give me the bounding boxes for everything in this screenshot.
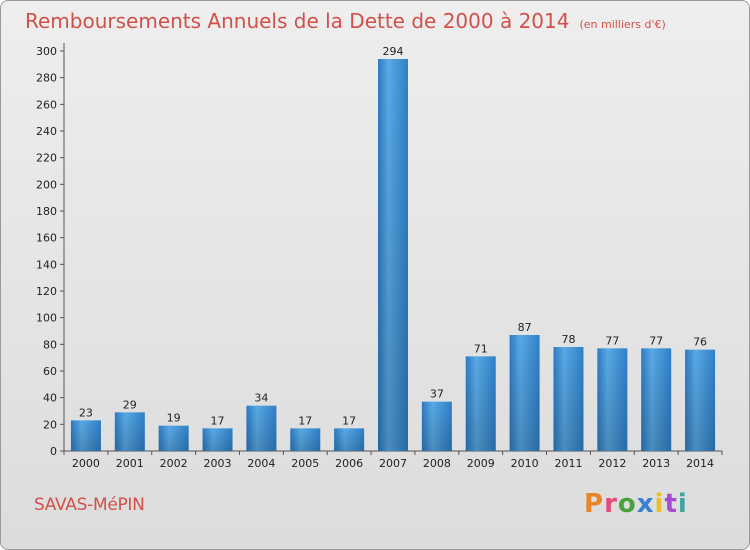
y-tick-label: 0 [50, 445, 57, 458]
proxiti-logo[interactable]: Proxiti [584, 489, 688, 519]
bar-value-label: 77 [605, 334, 619, 347]
y-tick-label: 40 [43, 392, 57, 405]
y-tick-label: 240 [36, 125, 57, 138]
x-tick-label: 2009 [467, 457, 495, 470]
bar-shade [202, 428, 233, 451]
bar-value-label: 294 [383, 45, 404, 58]
bar-shade [70, 420, 101, 451]
value-labels-group: 23 29 19 17 34 17 17 294 37 71 87 78 77 77 76 [79, 45, 707, 427]
bar-shade [114, 412, 145, 451]
bar-shade [465, 356, 496, 451]
axes: 0 20 40 60 80 100 120 140 160 180 200 220 240 260 280 3… [36, 43, 723, 470]
bar-shade [158, 425, 189, 451]
x-tick-label: 2014 [686, 457, 714, 470]
x-tick-label: 2007 [379, 457, 407, 470]
y-tick-label: 300 [36, 45, 57, 58]
x-tick-label: 2003 [204, 457, 232, 470]
y-tick-label: 260 [36, 98, 57, 111]
chart-title: Remboursements Annuels de la Dette de 20… [25, 9, 666, 33]
logo-letter: t [664, 489, 678, 519]
y-tick-label: 200 [36, 178, 57, 191]
logo-letter: i [677, 489, 688, 519]
bar-value-label: 34 [254, 392, 268, 405]
y-tick-label: 20 [43, 418, 57, 431]
bar-shade [553, 347, 584, 451]
bar-value-label: 29 [123, 398, 137, 411]
y-tick-label: 280 [36, 72, 57, 85]
logo-letter: x [636, 489, 655, 519]
x-tick-label: 2000 [72, 457, 100, 470]
bar-shade [334, 428, 365, 451]
x-tick-label: 2004 [247, 457, 275, 470]
bar-value-label: 17 [342, 414, 356, 427]
bar-shade [421, 401, 452, 451]
y-tick-label: 120 [36, 285, 57, 298]
x-tick-label: 2006 [335, 457, 363, 470]
logo-letter: i [654, 489, 665, 519]
bar-value-label: 71 [474, 342, 488, 355]
x-tick-label: 2011 [554, 457, 582, 470]
bar-value-label: 17 [211, 414, 225, 427]
x-tick-label: 2008 [423, 457, 451, 470]
y-tick-label: 160 [36, 232, 57, 245]
y-tick-label: 60 [43, 365, 57, 378]
title-text: Remboursements Annuels de la Dette de 20… [25, 9, 570, 33]
x-tick-label: 2012 [598, 457, 626, 470]
bar-shade [509, 335, 540, 451]
x-tick-label: 2005 [291, 457, 319, 470]
logo-letter: r [604, 489, 618, 519]
logo-letter: P [584, 489, 605, 519]
bar-shade [246, 405, 277, 451]
bar-shade [685, 349, 716, 451]
bar-value-label: 17 [298, 414, 312, 427]
bar-value-label: 77 [649, 334, 663, 347]
x-tick-label: 2002 [160, 457, 188, 470]
bar-value-label: 37 [430, 388, 444, 401]
bar-value-label: 78 [561, 333, 575, 346]
bar-shade [290, 428, 321, 451]
bar-shade [641, 348, 672, 451]
commune-name: SAVAS-MéPIN [34, 495, 145, 515]
x-tick-label: 2010 [511, 457, 539, 470]
bar-value-label: 19 [167, 412, 181, 425]
x-tick-label: 2001 [116, 457, 144, 470]
bars-group [70, 59, 716, 451]
y-tick-label: 180 [36, 205, 57, 218]
y-tick-label: 80 [43, 338, 57, 351]
unit-subtitle: (en milliers d'€) [579, 18, 666, 31]
y-tick-label: 140 [36, 258, 57, 271]
x-tick-label: 2013 [642, 457, 670, 470]
logo-letter: o [617, 489, 637, 519]
y-tick-label: 220 [36, 152, 57, 165]
bar-value-label: 87 [518, 321, 532, 334]
bar-shade [597, 348, 628, 451]
bar-shade [378, 59, 408, 451]
y-tick-label: 100 [36, 312, 57, 325]
bar-value-label: 76 [693, 336, 707, 349]
bar-value-label: 23 [79, 406, 93, 419]
